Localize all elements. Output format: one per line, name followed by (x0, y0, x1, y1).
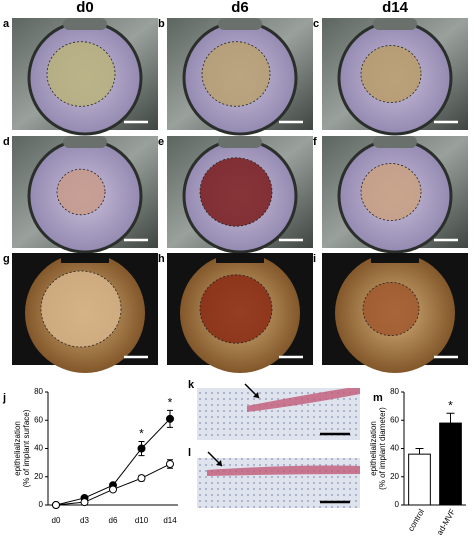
marker (80, 498, 89, 507)
photo-panel (167, 253, 313, 373)
histology (197, 380, 360, 508)
x-tick-label: d3 (80, 516, 89, 525)
implant (199, 157, 273, 227)
photo-panel (12, 136, 158, 254)
marker (52, 501, 60, 509)
implant (40, 270, 122, 348)
y-tick-label: 20 (390, 472, 399, 481)
y-axis-label: epithelialization(% of implant surface) (13, 409, 31, 487)
chamber-notch (63, 18, 107, 30)
top-area (197, 380, 360, 388)
chamber-notch (218, 18, 262, 30)
y-tick-label: 80 (390, 387, 399, 396)
photo-panel (322, 18, 468, 136)
arrow-head (253, 392, 259, 398)
photo-panel (322, 136, 468, 254)
photo-grid (12, 18, 468, 373)
x-tick-label: d6 (109, 516, 118, 525)
marker (137, 444, 146, 453)
column-header: d6 (231, 0, 249, 16)
panel-label: m (373, 392, 383, 404)
implant (56, 168, 106, 216)
y-tick-label: 60 (390, 415, 399, 424)
y-tick-label: 0 (39, 500, 44, 509)
marker (137, 474, 146, 483)
y-axis-label: epithelialization(% of implant diameter) (369, 407, 387, 490)
panel-label: a (3, 18, 10, 30)
epithelium (207, 465, 360, 476)
photo-panel (167, 136, 313, 254)
chamber-notch (373, 18, 417, 30)
chamber-notch (218, 136, 262, 148)
error-bar (415, 448, 424, 455)
x-tick-label: d14 (163, 516, 177, 525)
notch (371, 253, 419, 263)
x-tick-label: control (406, 507, 426, 532)
notch (61, 253, 109, 263)
implant (199, 274, 273, 344)
y-tick-label: 60 (34, 415, 43, 424)
bar (439, 422, 462, 506)
arrow-head (216, 460, 222, 466)
photo-panel (322, 253, 468, 373)
marker (166, 460, 174, 469)
y-tick-label: 20 (34, 472, 43, 481)
x-tick-label: d0 (52, 516, 61, 525)
implant (362, 281, 420, 336)
marker (166, 414, 174, 423)
panel-label: c (313, 18, 319, 30)
photo-panel (167, 18, 313, 136)
panel-label: j (2, 392, 6, 404)
implant (201, 41, 271, 107)
panel-label: g (3, 253, 10, 265)
panel-label: h (158, 253, 165, 265)
tissue-section (197, 380, 360, 440)
panel-label: k (188, 379, 195, 391)
bar (408, 453, 431, 506)
photo-panel (12, 253, 158, 373)
x-tick-label: d10 (135, 516, 149, 525)
significance-mark: * (139, 427, 144, 441)
y-tick-label: 0 (395, 500, 400, 509)
epithelium (247, 386, 360, 412)
x-tick-label: ad-MVF (435, 507, 457, 535)
top-area (197, 448, 360, 458)
error-bar (446, 412, 455, 424)
implant (46, 41, 116, 107)
implant (360, 45, 422, 103)
charts: epithelialization(% of implant surface) 0… (13, 387, 466, 537)
panel-label: e (158, 136, 164, 148)
panel-label: b (158, 18, 165, 30)
chamber-notch (63, 136, 107, 148)
y-tick-label: 40 (34, 444, 43, 453)
panel-label: i (313, 253, 316, 265)
column-header: d14 (382, 0, 409, 16)
marker (109, 485, 117, 494)
significance-mark: * (168, 396, 173, 410)
column-header: d0 (76, 0, 94, 16)
panel-label: d (3, 136, 10, 148)
chamber-notch (373, 136, 417, 148)
significance-mark: * (448, 398, 453, 412)
panel-label: f (313, 136, 317, 148)
y-tick-label: 40 (390, 444, 399, 453)
notch (216, 253, 264, 263)
photo-panel (12, 18, 158, 136)
y-tick-label: 80 (34, 387, 43, 396)
panel-label: l (188, 447, 191, 459)
implant (360, 163, 422, 221)
